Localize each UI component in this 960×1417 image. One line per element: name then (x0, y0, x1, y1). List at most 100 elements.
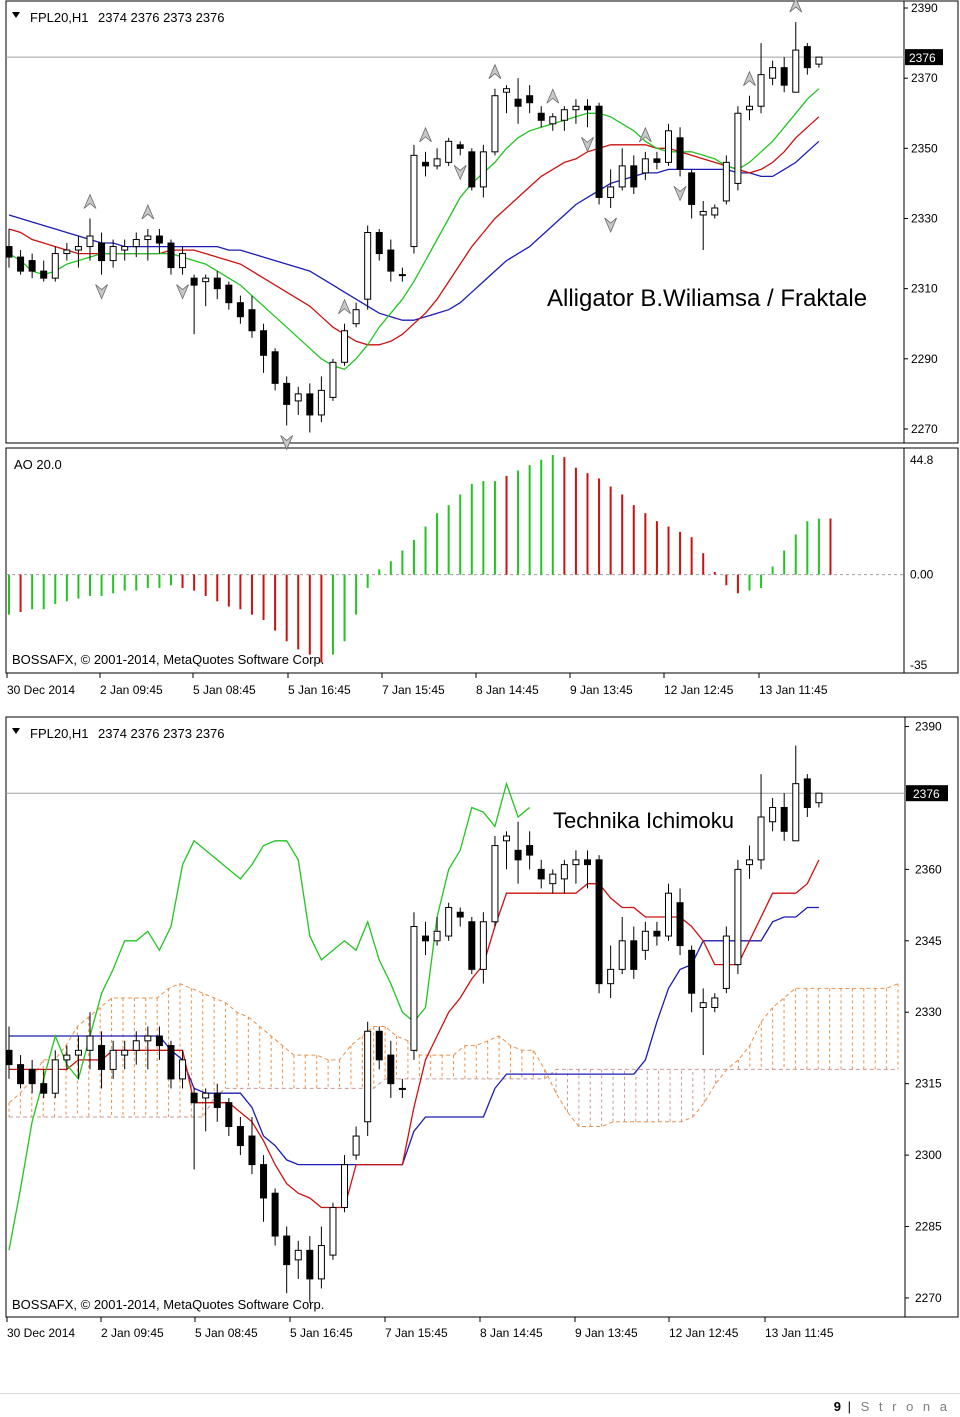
bottom-candle (190, 1092, 198, 1104)
current-price-label: 2376 (913, 787, 940, 801)
top-candle (641, 158, 649, 174)
time-tick-label: 7 Jan 15:45 (385, 1326, 448, 1340)
fractal-down-marker (95, 284, 108, 300)
top-candle (699, 210, 707, 216)
bottom-candle (283, 1235, 291, 1266)
time-tick-label: 12 Jan 12:45 (669, 1326, 739, 1340)
bottom-candle (51, 1059, 59, 1094)
bottom-candle (17, 1064, 25, 1085)
ao-label: AO 20.0 (14, 457, 62, 472)
top-price-pane (5, 0, 905, 444)
bottom-candle (387, 1054, 395, 1085)
top-candle (398, 274, 406, 277)
top-price-axis-labels: 2390 2370 2350 2330 2310 2290 2270 2376 (904, 1, 943, 436)
fractal-down-marker (581, 136, 594, 153)
top-candle (341, 330, 349, 363)
bottom-candle (769, 806, 777, 823)
time-tick-label: 30 Dec 2014 (7, 1326, 75, 1340)
fractal-up-marker (338, 298, 351, 315)
top-candle (306, 393, 314, 416)
bottom-candle (445, 906, 453, 937)
bottom-candle (711, 997, 719, 1008)
top-candle (155, 235, 163, 244)
kijun-sen-line (9, 906, 819, 1166)
bottom-candle (364, 1030, 372, 1123)
bottom-candle (306, 1249, 314, 1280)
time-tick-label: 7 Jan 15:45 (382, 683, 445, 697)
time-tick-label: 2 Jan 09:45 (100, 683, 163, 697)
bottom-candle (375, 1030, 383, 1061)
bottom-candle (757, 816, 765, 861)
bottom-candle (514, 849, 522, 861)
top-candle (456, 144, 464, 149)
bottom-candle (5, 1049, 13, 1066)
bottom-candle (28, 1068, 36, 1085)
price-tick-label: 2270 (915, 1291, 942, 1305)
fractal-down-marker (673, 186, 687, 202)
fractal-down-marker (604, 217, 618, 233)
top-candle (98, 242, 106, 262)
price-tick-label: 2285 (915, 1220, 942, 1234)
bottom-candle (179, 1059, 187, 1080)
ao-tick-label: -35 (910, 658, 928, 672)
bottom-candle (63, 1054, 71, 1061)
top-candle (676, 137, 684, 170)
price-tick-label: 2300 (915, 1148, 942, 1162)
dropdown-arrow-icon[interactable] (12, 12, 20, 18)
top-candle (410, 154, 418, 248)
top-candle (803, 46, 811, 69)
top-candle (74, 246, 82, 251)
top-annotation: Alligator B.Wiliamsa / Fraktale (547, 285, 867, 312)
bottom-candle (132, 1040, 140, 1051)
fractal-up-marker (638, 126, 652, 143)
current-price-badge (906, 785, 948, 802)
time-tick-label: 8 Jan 14:45 (480, 1326, 543, 1340)
chikou-span-line (8, 781, 531, 1251)
bottom-candle (607, 968, 615, 985)
top-candle (445, 140, 453, 163)
bottom-candle (352, 1135, 360, 1156)
time-tick-label: 30 Dec 2014 (7, 683, 75, 697)
top-candle (387, 249, 395, 272)
bottom-candle (595, 859, 603, 985)
fractal-up-marker (141, 204, 155, 220)
bottom-plot-area (5, 745, 905, 1303)
bottom-candle (676, 902, 684, 947)
top-time-axis: 30 Dec 2014 2 Jan 09:45 5 Jan 08:45 5 Jan 1… (6, 673, 828, 697)
top-candle (260, 330, 268, 356)
top-candle (792, 49, 800, 93)
time-tick-label: 9 Jan 13:45 (570, 683, 633, 697)
fractal-up-marker (419, 126, 432, 143)
alligator-lips-line (8, 88, 820, 371)
top-candle (329, 361, 337, 398)
price-tick-label: 2390 (911, 1, 938, 15)
top-candle (757, 74, 765, 107)
time-tick-label: 12 Jan 12:45 (664, 683, 734, 697)
top-candle (225, 284, 233, 304)
bottom-candle (398, 1087, 406, 1090)
price-tick-label: 2315 (915, 1077, 942, 1091)
top-candle (121, 246, 129, 251)
dropdown-arrow-icon[interactable] (12, 728, 20, 734)
bottom-candle (317, 1245, 325, 1280)
bottom-candle (456, 911, 464, 918)
top-candle (271, 351, 279, 384)
bottom-candle (734, 868, 742, 966)
fractal-down-marker (176, 284, 189, 300)
bottom-candle (641, 930, 649, 951)
top-candle (283, 382, 291, 405)
tenkan-sen-line (9, 859, 820, 1209)
top-candle (109, 246, 117, 262)
bottom-candle (526, 845, 534, 856)
top-plot-area (5, 0, 904, 451)
price-tick-label: 2360 (915, 862, 942, 876)
bottom-candle (433, 930, 441, 942)
bottom-candle (792, 783, 800, 842)
bottom-candle (155, 1035, 163, 1047)
bottom-candle (271, 1192, 279, 1237)
top-candle (51, 253, 59, 279)
top-candle (769, 67, 777, 79)
time-tick-label: 13 Jan 11:45 (765, 1326, 834, 1340)
ao-pane (5, 447, 905, 674)
